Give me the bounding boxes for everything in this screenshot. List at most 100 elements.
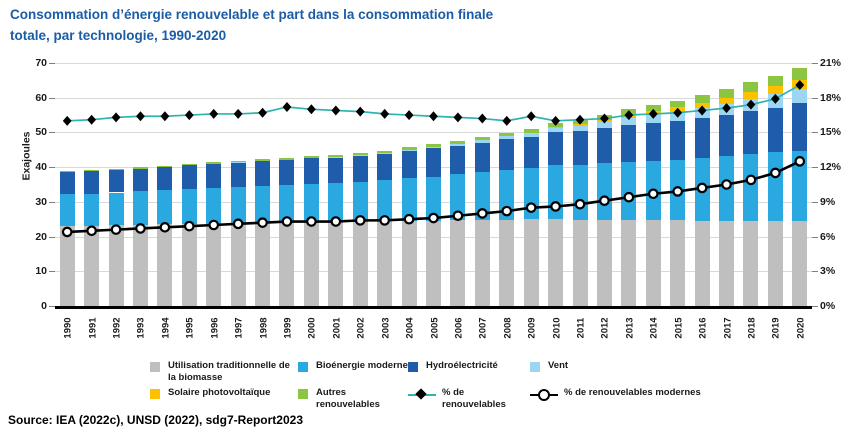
bar-segment: [108, 192, 124, 226]
bar-segment: [719, 115, 735, 157]
bar-segment: [474, 219, 490, 306]
y-tick-mark: [49, 167, 55, 169]
bar-segment: [328, 183, 344, 222]
y2-tick-label: 12%: [820, 161, 842, 174]
bar-segment: [572, 124, 588, 126]
legend-item: % de renouvelables: [408, 384, 530, 411]
bar-segment: [157, 190, 173, 225]
bar-segment: [743, 153, 759, 221]
x-tick-label: 2019: [770, 317, 782, 339]
circle-marker: [428, 212, 439, 224]
y2-tick-label: 6%: [820, 230, 836, 243]
bar-segment: [523, 129, 539, 133]
diamond-marker: [380, 108, 390, 119]
diamond-marker: [404, 110, 414, 121]
bar-segment: [352, 181, 368, 222]
x-tick-label: 2000: [306, 317, 318, 339]
diamond-marker: [282, 101, 292, 112]
chart-legend: Utilisation traditionnelle de la biomass…: [150, 357, 850, 411]
bar-segment: [426, 147, 441, 149]
bar-segment: [719, 220, 735, 306]
diamond-marker: [551, 115, 560, 126]
bar-segment: [743, 111, 759, 154]
y-tick-label: 50: [35, 126, 47, 139]
circle-marker-icon: [538, 388, 550, 401]
y2-tick-label: 9%: [820, 195, 836, 208]
bar-segment: [572, 131, 588, 165]
circle-marker: [403, 213, 415, 225]
diamond-marker: [184, 110, 194, 121]
circle-marker: [208, 219, 220, 231]
x-tick-label: 2001: [331, 317, 343, 339]
bar-segment: [499, 139, 515, 170]
bar-segment: [328, 157, 344, 184]
x-tick-label: 2011: [575, 317, 587, 339]
bar-segment: [206, 164, 222, 189]
bar-segment: [132, 191, 148, 225]
bar-segment: [377, 153, 393, 181]
circle-marker: [501, 205, 513, 217]
bar-segment: [767, 75, 783, 87]
diamond-marker: [355, 106, 365, 117]
legend-label: Autres renouvelables: [316, 386, 380, 410]
bar-segment: [426, 220, 441, 306]
bar-segment: [792, 103, 808, 151]
bar-segment: [596, 127, 612, 164]
bar-segment: [279, 185, 295, 223]
y2-tick-mark: [812, 132, 818, 134]
bar-segment: [719, 97, 735, 104]
bar-segment: [426, 148, 441, 177]
circle-marker: [306, 216, 317, 227]
diamond-marker: [87, 114, 97, 125]
bar-segment: [84, 225, 100, 306]
bar-segment: [206, 162, 222, 165]
bar-segment: [377, 152, 393, 154]
diamond-marker: [795, 79, 805, 90]
line-series-overlay: [61, 79, 806, 238]
legend-item: Utilisation traditionnelle de la biomass…: [150, 357, 298, 384]
legend-swatch-icon: [530, 362, 540, 372]
circle-marker: [647, 188, 659, 200]
y-tick-mark: [49, 236, 55, 238]
x-tick-label: 1998: [258, 317, 270, 339]
y2-tick-mark: [812, 236, 818, 238]
circle-marker: [550, 201, 561, 212]
y-tick-label: 20: [35, 230, 47, 243]
x-tick-label: 2017: [722, 317, 734, 339]
bar-segment: [499, 132, 515, 136]
bar-segment: [719, 89, 735, 98]
x-tick-label: 1993: [135, 317, 147, 339]
y2-tick-label: 15%: [820, 126, 842, 139]
circle-marker: [525, 202, 537, 213]
bar-segment: [279, 222, 295, 306]
bar-segment: [108, 169, 124, 171]
chart-title: Consommation d’énergie renouvelable et p…: [10, 5, 670, 47]
x-tick-label: 2009: [526, 317, 538, 339]
bar-segment: [596, 163, 612, 220]
plot-area: [55, 63, 812, 309]
diamond-marker: [209, 108, 219, 119]
y2-tick-mark: [812, 97, 818, 99]
bar-segment: [792, 220, 808, 306]
bar-segment: [694, 220, 710, 306]
bar-segment: [474, 142, 490, 173]
gridline: [55, 63, 812, 64]
bar-segment: [401, 150, 417, 179]
bar-segment: [157, 167, 173, 191]
diamond-marker: [258, 107, 267, 118]
bar-segment: [352, 153, 368, 156]
y-tick-mark: [49, 201, 55, 203]
bar-segment: [499, 136, 515, 140]
bar-segment: [303, 184, 319, 223]
diamond-marker: [160, 111, 170, 122]
diamond-marker-icon: [415, 388, 427, 400]
circle-marker: [232, 218, 244, 230]
bar-segment: [84, 171, 100, 194]
y-tick-label: 30: [35, 195, 47, 208]
diamond-marker: [307, 104, 316, 115]
bar-segment: [157, 224, 173, 306]
bar-segment: [230, 162, 246, 188]
y2-tick-mark: [812, 63, 818, 64]
legend-label: Bioénergie moderne: [316, 360, 408, 371]
